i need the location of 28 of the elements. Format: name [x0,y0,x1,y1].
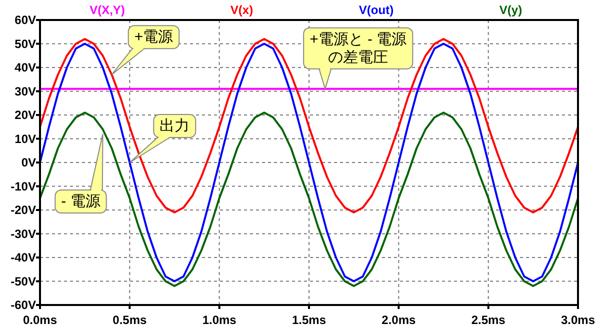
y-tick-label: -20V [10,203,36,217]
y-tick-label: 20V [14,108,36,122]
y-tick-label: -10V [10,179,36,194]
text: V(out) [358,3,394,17]
y-tick-label: -30V [10,226,36,241]
annotation: +電源と - 電源の差電圧 [310,30,407,66]
y-tick-label: 10V [14,132,36,146]
annotation: - 電源 [61,193,100,210]
text: V(y) [499,3,522,17]
x-tick-label: 3.0ms [560,313,596,327]
text: V(x) [230,3,254,17]
x-tick-label: 2.0ms [382,313,416,327]
y-tick-label: 60V [14,13,36,27]
x-tick-label: 0.0ms [22,313,58,327]
y-tick-label: -50V [10,274,36,288]
y-tick-label: 30V [14,84,36,98]
y-tick-label: -60V [10,298,36,312]
x-tick-label: 1.0ms [202,313,237,327]
y-tick-label: 50V [14,36,36,51]
y-tick-label: -40V [10,250,36,264]
x-tick-label: 2.5ms [471,313,506,327]
annotation: +電源 [134,28,174,46]
annotation: 出力 [160,118,190,134]
y-tick-label: 0V [21,156,36,170]
text: V(X,Y) [90,3,125,17]
x-tick-label: 1.5ms [292,313,326,327]
x-tick-label: 0.5ms [112,313,148,327]
y-tick-label: 40V [14,60,36,74]
